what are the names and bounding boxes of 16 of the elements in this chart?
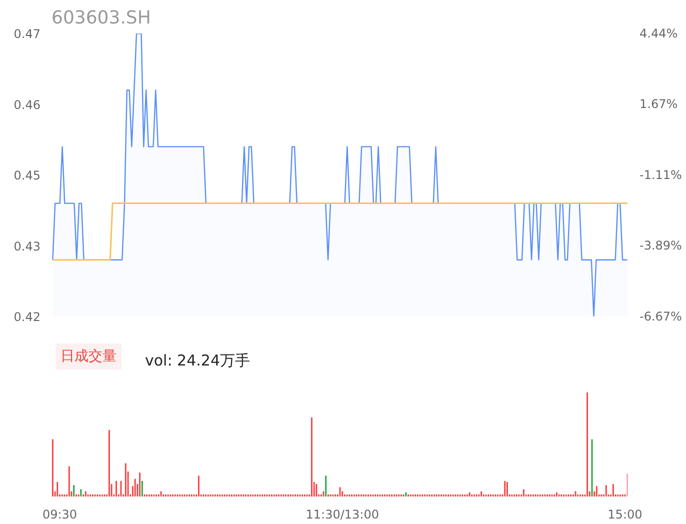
chart-title: 603603.SH bbox=[52, 8, 151, 28]
x-tick-label: 09:30 bbox=[42, 508, 78, 522]
y-tick-label: 0.42 bbox=[14, 310, 40, 324]
y2-tick-label: 1.67% bbox=[640, 97, 678, 112]
chart-subtitle: vol: 24.24万手 bbox=[145, 352, 250, 370]
y2-tick-label: -6.67% bbox=[640, 310, 682, 324]
y2-tick-label: -3.89% bbox=[640, 238, 682, 253]
y2-tick-label: 4.44% bbox=[640, 26, 678, 40]
y-tick-label: 0.45 bbox=[14, 168, 40, 182]
y-tick-label: 0.43 bbox=[14, 239, 40, 254]
y-tick-label: 0.46 bbox=[14, 98, 40, 112]
chart-title: 日成交量 bbox=[60, 348, 117, 365]
x-tick-label: 15:00 bbox=[608, 508, 642, 522]
x-tick-label: 11:30/13:00 bbox=[306, 508, 379, 522]
y-tick-label: 0.47 bbox=[14, 27, 40, 41]
y2-tick-label: -1.11% bbox=[640, 168, 682, 182]
